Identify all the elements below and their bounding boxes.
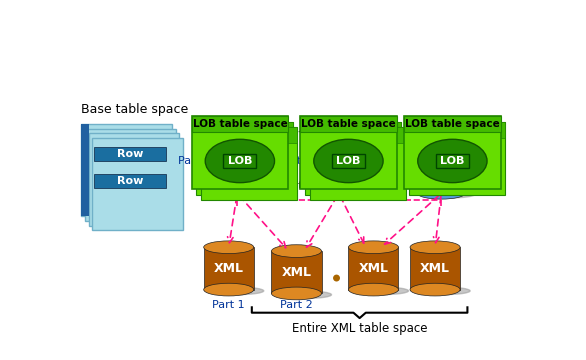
Ellipse shape xyxy=(205,139,274,183)
Text: Part X: Part X xyxy=(278,156,312,166)
Text: LOB: LOB xyxy=(228,156,252,166)
Ellipse shape xyxy=(389,171,395,177)
Ellipse shape xyxy=(271,287,322,300)
Bar xyxy=(85,129,176,221)
Ellipse shape xyxy=(291,171,296,177)
Bar xyxy=(94,174,166,188)
Ellipse shape xyxy=(415,287,470,295)
Ellipse shape xyxy=(204,241,254,253)
Text: Base table space: Base table space xyxy=(81,103,188,116)
Text: XML: XML xyxy=(214,262,244,275)
Ellipse shape xyxy=(209,287,264,295)
Bar xyxy=(196,122,292,138)
Ellipse shape xyxy=(274,171,279,177)
Bar xyxy=(300,116,397,132)
Ellipse shape xyxy=(418,139,487,183)
Bar xyxy=(436,154,469,168)
Text: LOB table space: LOB table space xyxy=(301,120,396,129)
Ellipse shape xyxy=(315,149,363,161)
Bar xyxy=(201,127,297,200)
Bar xyxy=(409,122,505,138)
Ellipse shape xyxy=(204,283,254,296)
Bar xyxy=(305,122,401,138)
Ellipse shape xyxy=(417,149,465,161)
Bar xyxy=(223,154,256,168)
Text: LOB table space: LOB table space xyxy=(208,125,281,134)
Text: LOB table space: LOB table space xyxy=(321,131,394,140)
Text: LOB table space: LOB table space xyxy=(316,125,390,134)
Bar xyxy=(404,116,500,189)
Bar xyxy=(271,251,322,293)
Bar xyxy=(349,247,398,289)
Bar xyxy=(404,116,500,132)
Text: Part N: Part N xyxy=(380,156,414,166)
Text: LOB table space: LOB table space xyxy=(213,131,286,140)
Bar xyxy=(192,116,288,189)
Bar xyxy=(88,133,179,226)
Ellipse shape xyxy=(271,245,322,257)
Text: LOB table space: LOB table space xyxy=(421,125,493,134)
Bar xyxy=(332,154,365,168)
Ellipse shape xyxy=(213,149,261,161)
Ellipse shape xyxy=(314,139,383,183)
Ellipse shape xyxy=(213,188,261,199)
Bar xyxy=(213,155,261,193)
Text: Entire XML table space: Entire XML table space xyxy=(292,322,427,335)
Text: Row: Row xyxy=(117,149,144,159)
Text: LOB: LOB xyxy=(336,156,360,166)
Bar xyxy=(410,247,460,289)
Bar xyxy=(315,155,363,193)
Ellipse shape xyxy=(277,291,332,298)
Ellipse shape xyxy=(282,171,288,177)
Bar xyxy=(81,124,88,216)
Ellipse shape xyxy=(353,287,408,295)
Bar xyxy=(196,122,292,195)
Ellipse shape xyxy=(349,241,398,253)
Text: XML: XML xyxy=(359,262,389,275)
Ellipse shape xyxy=(417,188,465,199)
Ellipse shape xyxy=(320,191,372,198)
Bar xyxy=(417,155,465,193)
Text: XML: XML xyxy=(281,266,312,279)
Text: Part 2: Part 2 xyxy=(280,300,313,310)
Bar xyxy=(201,127,297,143)
Bar xyxy=(204,247,254,289)
Ellipse shape xyxy=(333,275,340,282)
Ellipse shape xyxy=(315,188,363,199)
Bar xyxy=(192,116,288,132)
Bar xyxy=(409,122,505,195)
Ellipse shape xyxy=(349,283,398,296)
Ellipse shape xyxy=(218,191,271,198)
Text: LOB table space: LOB table space xyxy=(405,120,500,129)
Text: XML: XML xyxy=(420,262,450,275)
Bar xyxy=(81,124,172,216)
Ellipse shape xyxy=(422,191,475,198)
Text: Row: Row xyxy=(117,176,144,186)
Bar xyxy=(300,116,397,189)
Bar xyxy=(93,138,183,230)
Text: LOB table space: LOB table space xyxy=(193,120,287,129)
Bar xyxy=(309,127,406,143)
Bar xyxy=(309,127,406,200)
Ellipse shape xyxy=(410,241,460,253)
Bar xyxy=(94,147,166,161)
Text: Part 1: Part 1 xyxy=(212,300,245,310)
Text: Entire  base  table  space: Entire base table space xyxy=(284,181,425,191)
Text: LOB: LOB xyxy=(440,156,465,166)
Ellipse shape xyxy=(410,283,460,296)
Bar xyxy=(305,122,401,195)
Text: Part 1: Part 1 xyxy=(178,156,210,166)
